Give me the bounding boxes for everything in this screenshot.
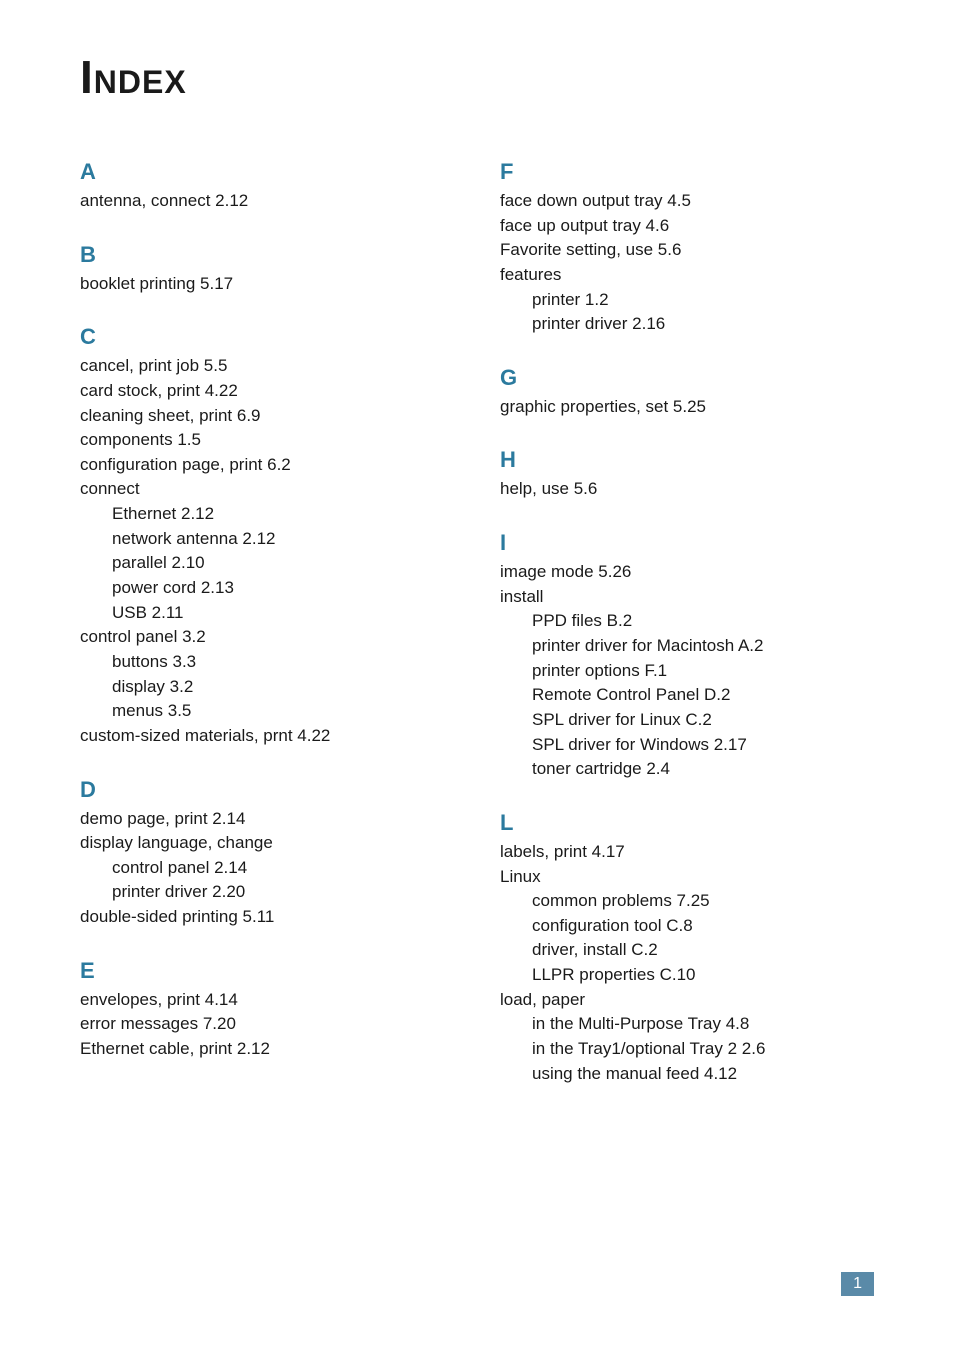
section-letter: I <box>500 530 874 556</box>
index-entry: envelopes, print 4.14 <box>80 988 460 1013</box>
index-entry: double-sided printing 5.11 <box>80 905 460 930</box>
index-entry: printer driver 2.20 <box>80 880 460 905</box>
index-entry: face up output tray 4.6 <box>500 214 874 239</box>
index-entry: Ethernet 2.12 <box>80 502 460 527</box>
index-entry: printer options F.1 <box>500 659 874 684</box>
index-entry: image mode 5.26 <box>500 560 874 585</box>
right-column: Fface down output tray 4.5face up output… <box>500 159 874 1114</box>
index-entry: display 3.2 <box>80 675 460 700</box>
index-entry: Remote Control Panel D.2 <box>500 683 874 708</box>
index-entry: card stock, print 4.22 <box>80 379 460 404</box>
section-letter: F <box>500 159 874 185</box>
index-section: Bbooklet printing 5.17 <box>80 242 460 297</box>
index-section: Llabels, print 4.17Linuxcommon problems … <box>500 810 874 1086</box>
index-entry: booklet printing 5.17 <box>80 272 460 297</box>
index-entry: Ethernet cable, print 2.12 <box>80 1037 460 1062</box>
index-entry: parallel 2.10 <box>80 551 460 576</box>
index-entry: Linux <box>500 865 874 890</box>
index-entry: LLPR properties C.10 <box>500 963 874 988</box>
index-entry: printer driver 2.16 <box>500 312 874 337</box>
page-number-badge: 1 <box>841 1272 874 1296</box>
index-section: Iimage mode 5.26installPPD files B.2prin… <box>500 530 874 782</box>
index-entry: custom-sized materials, prnt 4.22 <box>80 724 460 749</box>
index-entry: load, paper <box>500 988 874 1013</box>
index-entry: driver, install C.2 <box>500 938 874 963</box>
index-entry: using the manual feed 4.12 <box>500 1062 874 1087</box>
index-entry: toner cartridge 2.4 <box>500 757 874 782</box>
section-letter: L <box>500 810 874 836</box>
section-letter: E <box>80 958 460 984</box>
index-entry: network antenna 2.12 <box>80 527 460 552</box>
index-entry: error messages 7.20 <box>80 1012 460 1037</box>
section-letter: A <box>80 159 460 185</box>
index-entry: components 1.5 <box>80 428 460 453</box>
index-section: Aantenna, connect 2.12 <box>80 159 460 214</box>
index-entry: configuration tool C.8 <box>500 914 874 939</box>
index-entry: buttons 3.3 <box>80 650 460 675</box>
index-entry: antenna, connect 2.12 <box>80 189 460 214</box>
page-title: Index <box>80 50 874 104</box>
section-letter: H <box>500 447 874 473</box>
index-columns: Aantenna, connect 2.12 Bbooklet printing … <box>80 159 874 1114</box>
index-section: Eenvelopes, print 4.14error messages 7.2… <box>80 958 460 1062</box>
index-entry: connect <box>80 477 460 502</box>
index-entry: features <box>500 263 874 288</box>
index-entry: control panel 3.2 <box>80 625 460 650</box>
left-column: Aantenna, connect 2.12 Bbooklet printing … <box>80 159 460 1114</box>
index-entry: in the Multi-Purpose Tray 4.8 <box>500 1012 874 1037</box>
index-entry: printer driver for Macintosh A.2 <box>500 634 874 659</box>
index-entry: control panel 2.14 <box>80 856 460 881</box>
index-entry: labels, print 4.17 <box>500 840 874 865</box>
section-letter: G <box>500 365 874 391</box>
index-entry: SPL driver for Linux C.2 <box>500 708 874 733</box>
index-section: Ddemo page, print 2.14display language, … <box>80 777 460 930</box>
index-entry: menus 3.5 <box>80 699 460 724</box>
index-entry: Favorite setting, use 5.6 <box>500 238 874 263</box>
index-section: Ggraphic properties, set 5.25 <box>500 365 874 420</box>
section-letter: C <box>80 324 460 350</box>
index-section: Hhelp, use 5.6 <box>500 447 874 502</box>
index-entry: face down output tray 4.5 <box>500 189 874 214</box>
index-entry: install <box>500 585 874 610</box>
index-entry: demo page, print 2.14 <box>80 807 460 832</box>
index-entry: printer 1.2 <box>500 288 874 313</box>
index-entry: configuration page, print 6.2 <box>80 453 460 478</box>
index-entry: common problems 7.25 <box>500 889 874 914</box>
index-entry: cleaning sheet, print 6.9 <box>80 404 460 429</box>
index-entry: help, use 5.6 <box>500 477 874 502</box>
index-section: Fface down output tray 4.5face up output… <box>500 159 874 337</box>
index-entry: cancel, print job 5.5 <box>80 354 460 379</box>
index-entry: PPD files B.2 <box>500 609 874 634</box>
index-entry: graphic properties, set 5.25 <box>500 395 874 420</box>
index-entry: USB 2.11 <box>80 601 460 626</box>
index-entry: display language, change <box>80 831 460 856</box>
section-letter: D <box>80 777 460 803</box>
index-section: Ccancel, print job 5.5card stock, print … <box>80 324 460 748</box>
index-entry: SPL driver for Windows 2.17 <box>500 733 874 758</box>
index-entry: in the Tray1/optional Tray 2 2.6 <box>500 1037 874 1062</box>
index-entry: power cord 2.13 <box>80 576 460 601</box>
section-letter: B <box>80 242 460 268</box>
